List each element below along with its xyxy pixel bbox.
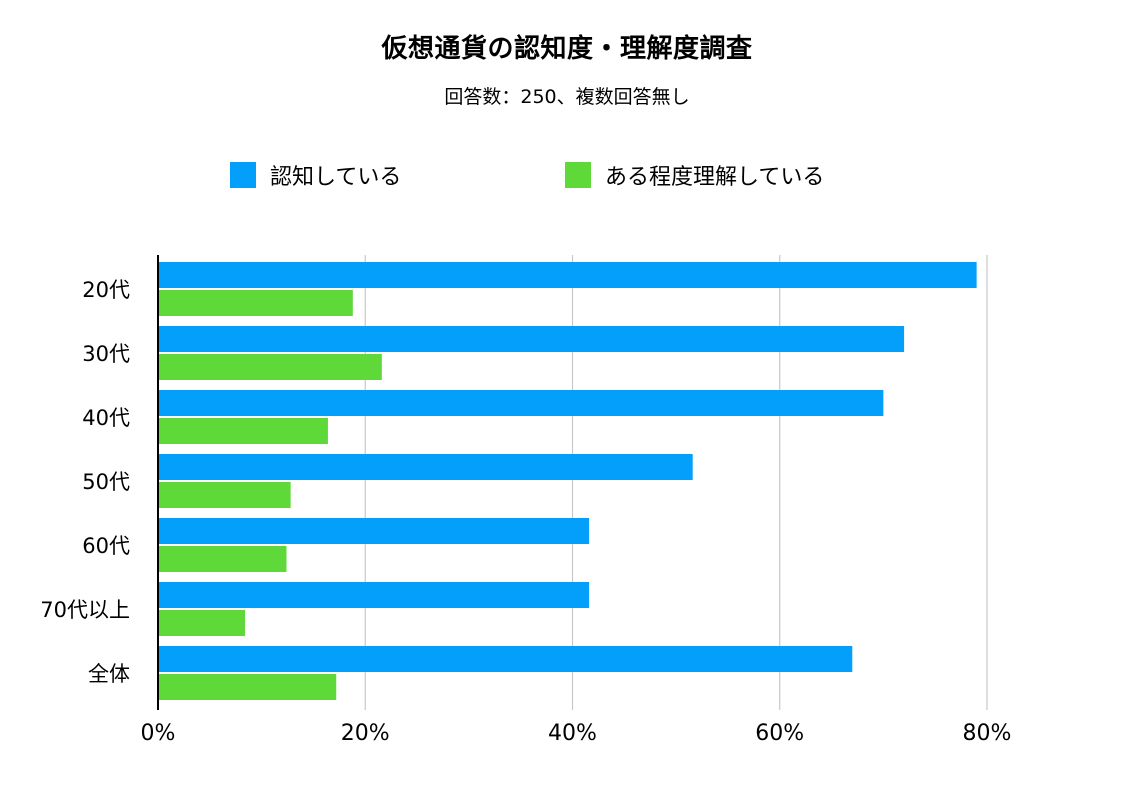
- x-tick-label: 60%: [755, 721, 804, 746]
- bar-aware: [158, 646, 853, 672]
- bar-understand: [158, 354, 382, 380]
- category-label: 40代: [82, 406, 130, 430]
- category-label: 30代: [82, 342, 130, 366]
- category-label: 60代: [82, 534, 130, 558]
- legend-label-aware: 認知している: [270, 165, 402, 190]
- legend-item-aware: 認知している: [230, 160, 401, 190]
- category-label: 20代: [82, 278, 130, 302]
- chart-subtitle: 回答数：250、複数回答無し: [444, 86, 690, 108]
- bar-aware: [158, 262, 977, 288]
- legend-item-understand: ある程度理解している: [565, 160, 824, 190]
- category-label: 50代: [82, 470, 130, 494]
- category-label: 70代以上: [40, 598, 130, 622]
- bar-understand: [158, 482, 291, 508]
- chart-title: 仮想通貨の認知度・理解度調査: [381, 34, 753, 64]
- bar-aware: [158, 390, 884, 416]
- bar-aware: [158, 454, 693, 480]
- x-tick-label: 80%: [963, 721, 1012, 746]
- legend-label-understand: ある程度理解している: [605, 165, 825, 190]
- bar-aware: [158, 582, 590, 608]
- legend-swatch-aware: [230, 162, 256, 188]
- bar-understand: [158, 610, 246, 636]
- x-tick-label: 0%: [141, 721, 176, 746]
- bar-understand: [158, 546, 287, 572]
- category-label: 全体: [88, 662, 130, 686]
- bar-aware: [158, 518, 590, 544]
- x-tick-label: 40%: [548, 721, 597, 746]
- x-tick-label: 20%: [341, 721, 390, 746]
- bar-understand: [158, 290, 353, 316]
- bar-aware: [158, 326, 905, 352]
- bar-understand: [158, 418, 328, 444]
- legend-swatch-understand: [565, 162, 591, 188]
- bar-understand: [158, 674, 337, 700]
